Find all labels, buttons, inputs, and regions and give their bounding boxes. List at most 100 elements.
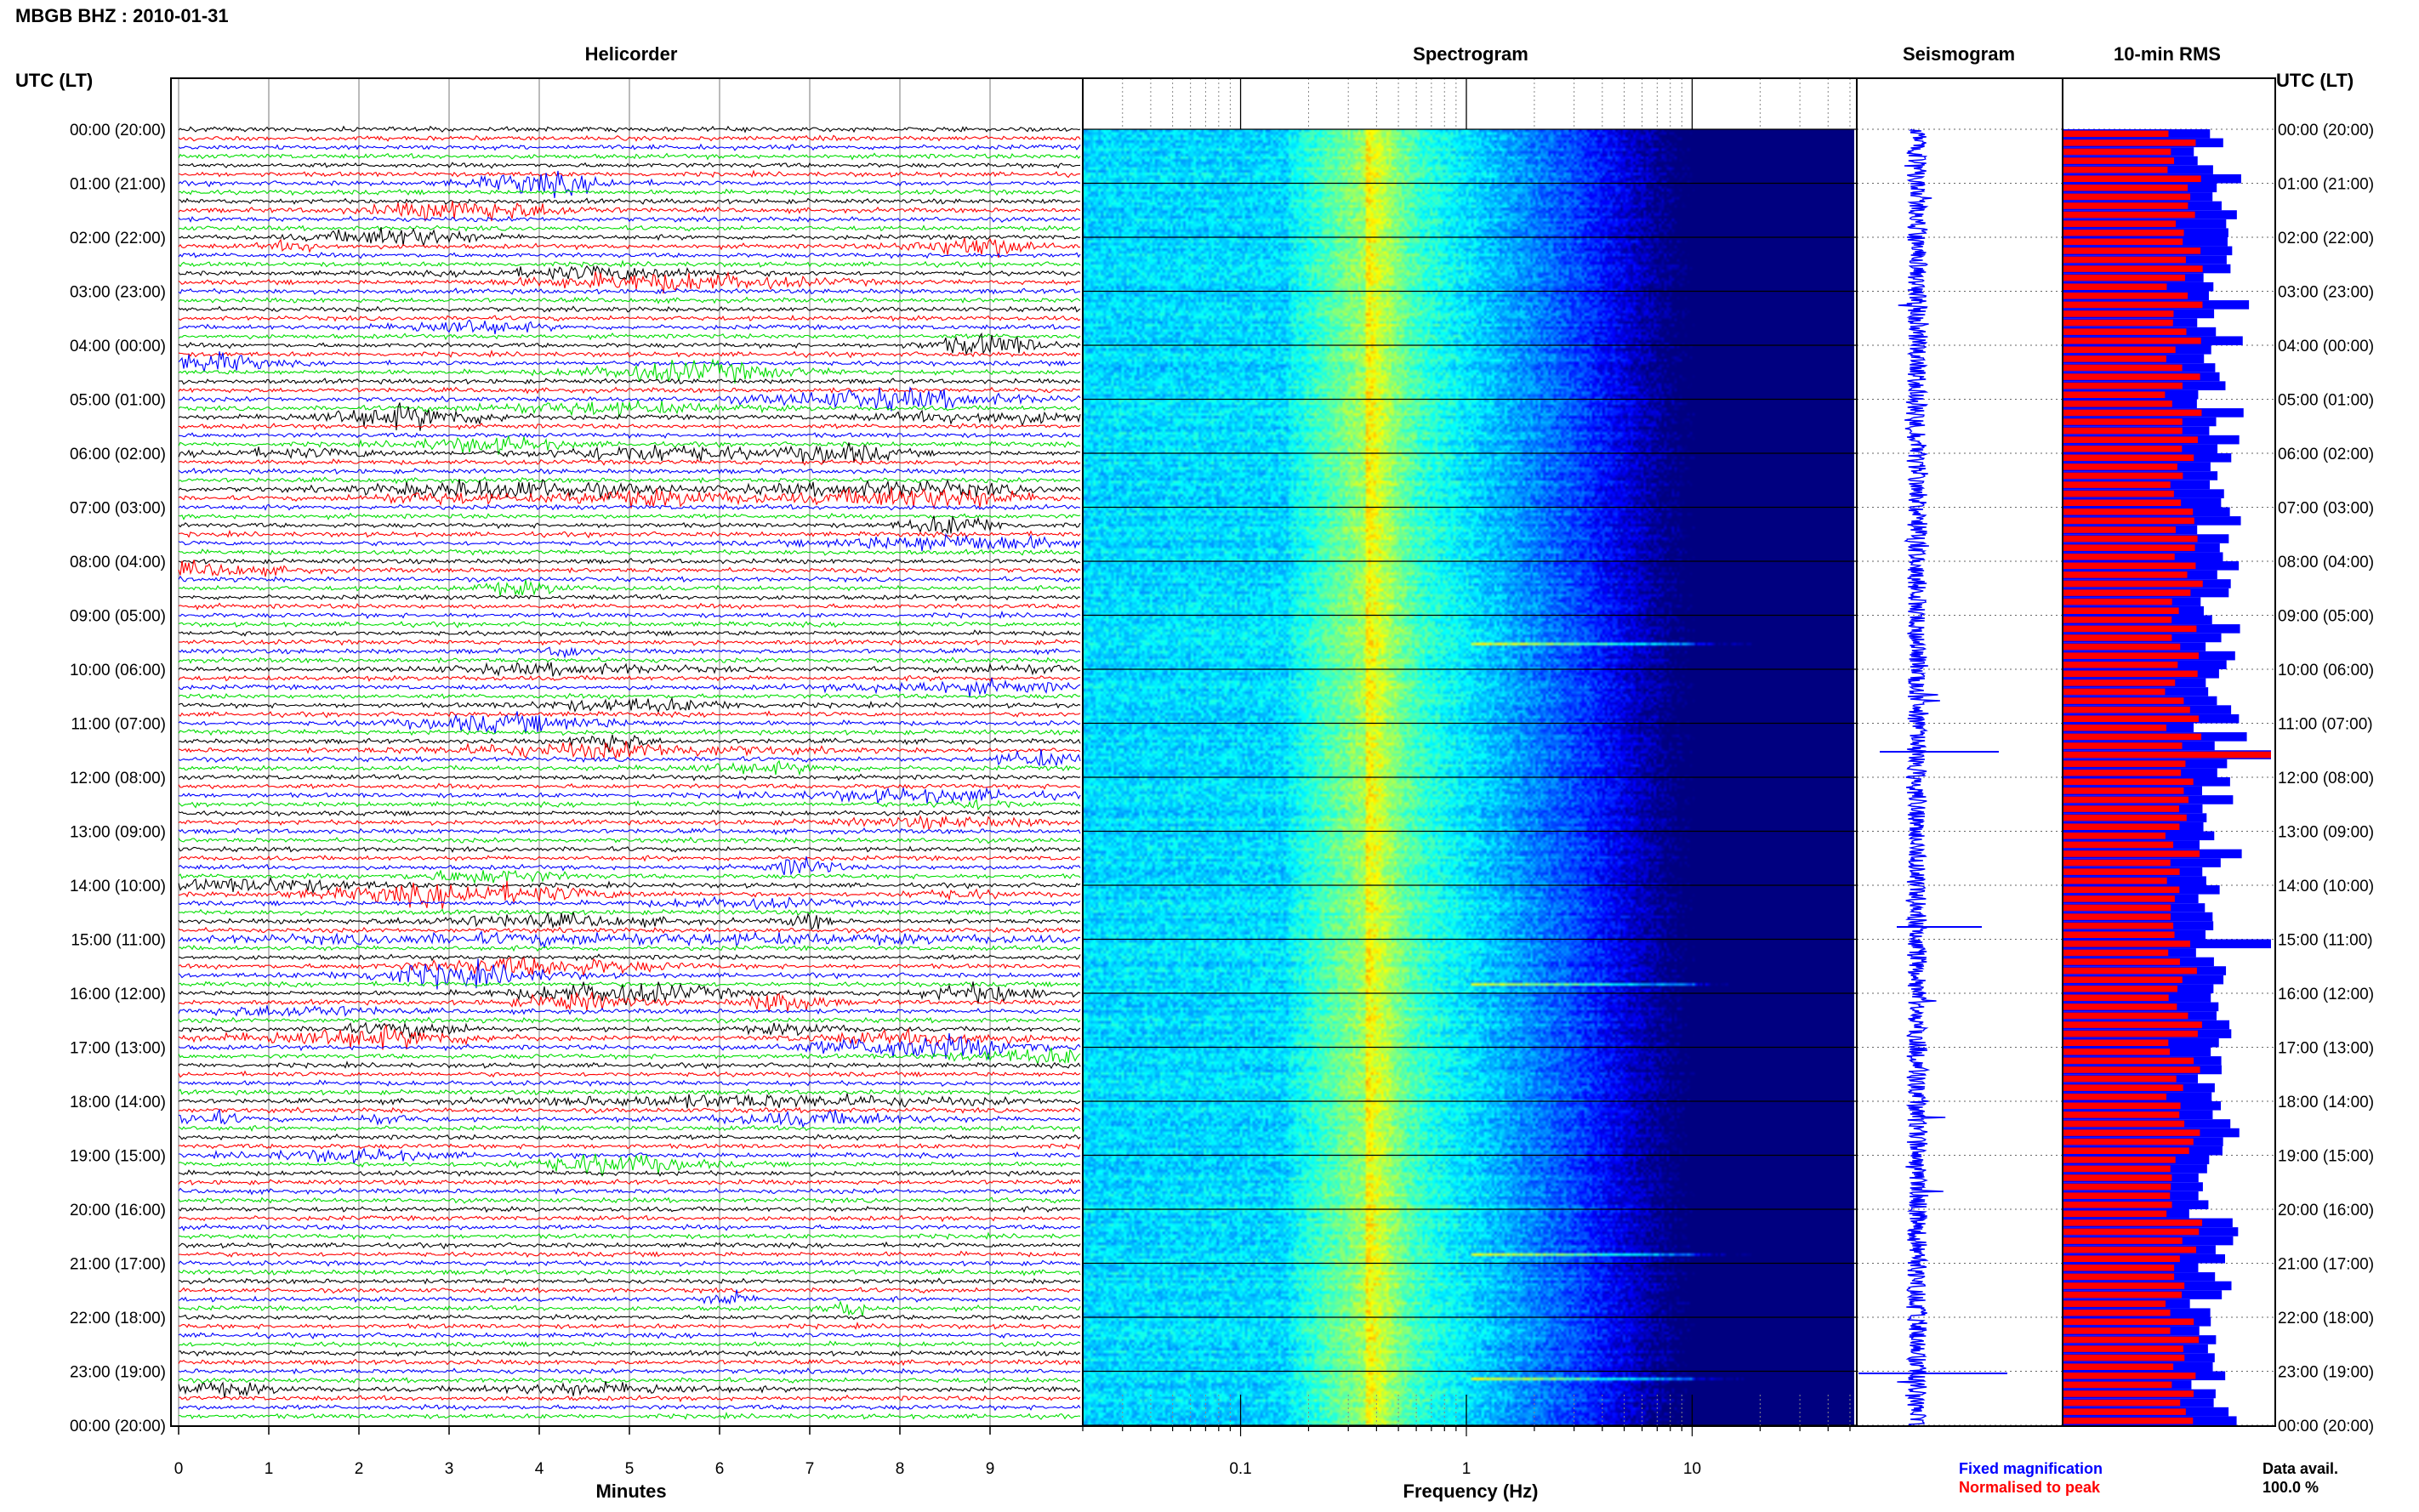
helicorder-trace-row — [178, 815, 1081, 831]
rms-bar-normalised — [2063, 1246, 2197, 1253]
time-label-right: 02:00 (22:00) — [2278, 230, 2374, 247]
seismogram-waveform — [1897, 128, 1946, 1426]
rms-bar-normalised — [2063, 544, 2195, 551]
helicorder-trace-row — [178, 1313, 1081, 1322]
rms-bar-normalised — [2063, 634, 2172, 641]
rms-bar-normalised — [2063, 607, 2179, 614]
rms-bar-normalised — [2063, 697, 2184, 704]
helicorder-trace-row — [178, 957, 1081, 976]
helicorder-trace-row — [178, 125, 1081, 134]
helicorder-trace-row — [178, 1299, 1081, 1317]
helicorder-trace-row — [178, 1367, 1081, 1375]
helicorder-trace-row — [178, 876, 1081, 895]
helicorder-trace-row — [178, 1108, 1081, 1128]
rms-bar-normalised — [2063, 976, 2183, 983]
rms-bar-normalised — [2063, 526, 2177, 533]
legend-fixed-magnification: Fixed magnification — [1959, 1460, 2103, 1477]
rms-bar-normalised — [2063, 328, 2187, 335]
rms-bar-normalised — [2063, 967, 2197, 975]
helicorder-trace-row — [178, 869, 1081, 884]
time-label-left: 22:00 (18:00) — [70, 1310, 166, 1327]
rms-bar-normalised — [2063, 868, 2180, 875]
frequency-tick-label: 10 — [1683, 1460, 1701, 1478]
rms-bar-normalised — [2063, 139, 2196, 146]
rms-bar-normalised — [2063, 895, 2175, 902]
helicorder-trace-row — [178, 314, 1081, 322]
rms-bar-normalised — [2063, 553, 2175, 560]
helicorder-trace-row — [178, 512, 1081, 520]
rms-bar-normalised — [2063, 283, 2167, 290]
seismogram-grid — [1857, 128, 2063, 1426]
helicorder-trace-row — [178, 710, 1081, 719]
time-label-left: 14:00 (10:00) — [70, 878, 166, 895]
helicorder-trace-row — [178, 162, 1081, 169]
time-label-right: 13:00 (09:00) — [2278, 824, 2374, 842]
rms-bar-normalised — [2063, 589, 2191, 596]
time-label-left: 13:00 (09:00) — [70, 824, 166, 842]
utc-label-left: UTC (LT) — [15, 70, 93, 91]
helicorder-trace-row — [178, 237, 1081, 259]
minute-tick-label: 7 — [805, 1460, 815, 1478]
rms-bar-normalised — [2063, 949, 2169, 957]
rms-bar-normalised — [2063, 1129, 2200, 1136]
helicorder-trace-row — [178, 1331, 1081, 1339]
rms-bar-normalised — [2063, 886, 2180, 894]
helicorder-trace-row — [178, 188, 1081, 196]
helicorder-trace-row — [178, 711, 1081, 735]
rms-bar-normalised — [2063, 922, 2174, 929]
rms-bar-normalised — [2063, 310, 2174, 317]
helicorder-trace-row — [178, 1358, 1081, 1367]
time-label-left: 00:00 (20:00) — [70, 122, 166, 139]
rms-bar-normalised — [2063, 185, 2188, 191]
helicorder-trace-row — [178, 215, 1081, 224]
helicorder-trace-row — [178, 560, 1081, 577]
time-label-left: 01:00 (21:00) — [70, 176, 166, 194]
time-label-left: 15:00 (11:00) — [71, 932, 166, 950]
rms-bar-normalised — [2063, 913, 2171, 920]
helicorder-trace-row — [178, 677, 1081, 698]
rms-bar-normalised — [2063, 1102, 2181, 1110]
rms-bar-normalised — [2063, 499, 2182, 506]
helicorder-trace-row — [178, 895, 1081, 911]
time-label-left: 19:00 (15:00) — [70, 1148, 166, 1166]
helicorder-panel: 0 1 2 3 4 5 6 7 8 9 — [170, 77, 1084, 1478]
time-label-left: 12:00 (08:00) — [70, 770, 166, 787]
helicorder-xlabel: Minutes — [595, 1481, 666, 1502]
time-label-right: 04:00 (00:00) — [2278, 338, 2374, 355]
rms-bar-normalised — [2063, 463, 2177, 470]
rms-bar-normalised — [2063, 265, 2203, 272]
helicorder-trace-row — [178, 696, 1081, 713]
helicorder-trace-row — [178, 358, 1081, 384]
helicorder-trace-row — [178, 1016, 1081, 1024]
rms-bar-normalised — [2063, 787, 2184, 794]
helicorder-trace-row — [178, 981, 1081, 1006]
helicorder-trace-row — [178, 1403, 1081, 1412]
helicorder-trace-row — [178, 1089, 1081, 1096]
rms-bar-normalised — [2063, 1012, 2188, 1020]
rms-bar-normalised — [2063, 1363, 2174, 1370]
helicorder-trace-row — [178, 836, 1081, 844]
helicorder-trace-row — [178, 225, 1081, 232]
time-label-right: 21:00 (17:00) — [2278, 1256, 2374, 1274]
time-label-left: 02:00 (22:00) — [70, 230, 166, 247]
helicorder-trace-row — [178, 319, 1081, 334]
rms-bar-normalised — [2063, 346, 2176, 354]
helicorder-trace-row — [178, 487, 1081, 510]
helicorder-trace-row — [178, 773, 1081, 782]
helicorder-trace-row — [178, 557, 1081, 565]
time-label-left: 21:00 (17:00) — [70, 1256, 166, 1274]
time-label-right: 22:00 (18:00) — [2278, 1310, 2374, 1327]
time-label-left: 04:00 (00:00) — [70, 338, 166, 355]
rms-bar-normalised — [2063, 814, 2187, 821]
rms-bar-normalised — [2063, 436, 2198, 443]
rms-bar-normalised — [2063, 751, 2271, 759]
spectrogram-xlabel: Frequency (Hz) — [1403, 1481, 1539, 1502]
rms-bar-normalised — [2063, 1228, 2200, 1236]
rms-bar-normalised — [2063, 941, 2190, 947]
rms-bar-normalised — [2063, 850, 2200, 857]
rms-bar-normalised — [2063, 1318, 2194, 1326]
rms-bar-normalised — [2063, 418, 2183, 425]
minute-tick-label: 8 — [896, 1460, 905, 1478]
rms-bar-normalised — [2063, 670, 2198, 678]
rms-bar-normalised — [2063, 1265, 2175, 1271]
